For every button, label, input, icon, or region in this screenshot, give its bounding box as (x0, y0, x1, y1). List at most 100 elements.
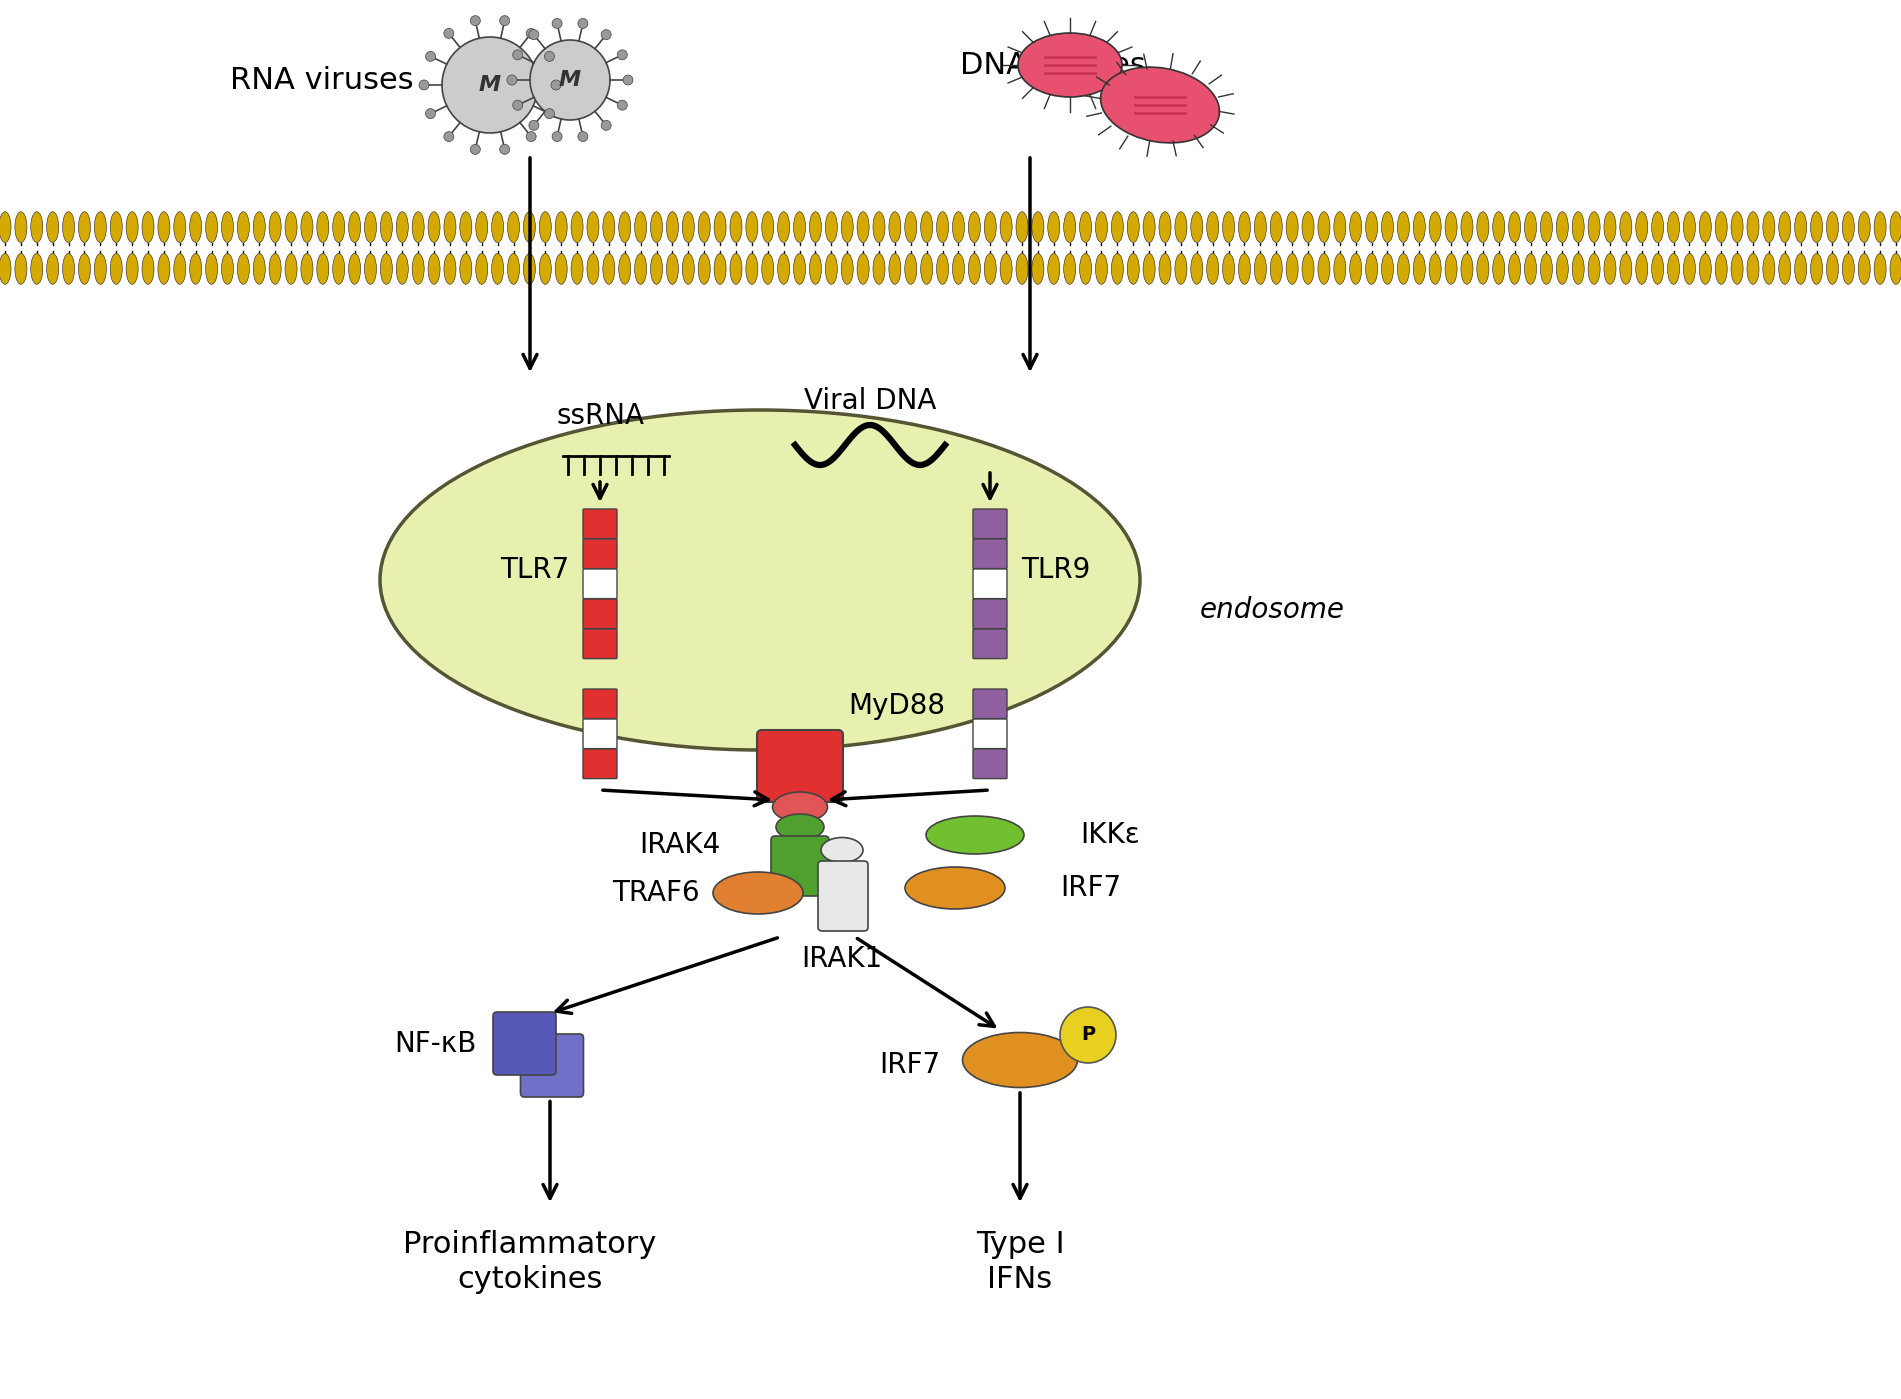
Ellipse shape (1509, 211, 1521, 242)
Ellipse shape (48, 253, 59, 284)
Ellipse shape (618, 211, 631, 242)
Ellipse shape (270, 253, 281, 284)
Circle shape (618, 101, 627, 111)
Circle shape (513, 101, 523, 111)
Ellipse shape (1462, 253, 1473, 284)
Ellipse shape (1175, 211, 1186, 242)
Ellipse shape (1810, 211, 1823, 242)
Ellipse shape (1699, 253, 1711, 284)
Circle shape (500, 15, 509, 25)
Ellipse shape (63, 253, 74, 284)
Text: IRF7: IRF7 (1061, 874, 1122, 902)
Circle shape (544, 109, 555, 119)
Text: Type I: Type I (975, 1230, 1065, 1259)
Ellipse shape (1317, 211, 1331, 242)
Ellipse shape (15, 253, 27, 284)
Circle shape (470, 144, 481, 154)
Ellipse shape (618, 253, 631, 284)
Text: RNA viruses: RNA viruses (230, 66, 414, 95)
Ellipse shape (30, 253, 44, 284)
Ellipse shape (445, 211, 456, 242)
Ellipse shape (968, 211, 981, 242)
Ellipse shape (1620, 253, 1631, 284)
Circle shape (601, 29, 610, 39)
Ellipse shape (1397, 253, 1409, 284)
Ellipse shape (300, 253, 314, 284)
Ellipse shape (793, 211, 806, 242)
Ellipse shape (1080, 253, 1091, 284)
Ellipse shape (1540, 253, 1553, 284)
Ellipse shape (253, 253, 266, 284)
Text: TLR9: TLR9 (1021, 555, 1091, 583)
Circle shape (551, 18, 563, 28)
Ellipse shape (1635, 211, 1648, 242)
Ellipse shape (1667, 253, 1680, 284)
Text: IRF7: IRF7 (878, 1051, 939, 1079)
Text: Proinflammatory: Proinflammatory (403, 1230, 656, 1259)
Ellipse shape (1015, 253, 1028, 284)
Circle shape (426, 109, 435, 119)
Text: P: P (1082, 1025, 1095, 1045)
Ellipse shape (78, 253, 91, 284)
Ellipse shape (840, 253, 854, 284)
Text: IKKε: IKKε (1080, 821, 1141, 849)
Ellipse shape (667, 211, 679, 242)
Ellipse shape (1412, 253, 1426, 284)
Ellipse shape (1874, 211, 1886, 242)
Ellipse shape (1302, 211, 1314, 242)
Ellipse shape (570, 211, 584, 242)
Text: M: M (559, 70, 582, 90)
Ellipse shape (873, 253, 886, 284)
Ellipse shape (762, 211, 774, 242)
Ellipse shape (1604, 253, 1616, 284)
Ellipse shape (1827, 211, 1838, 242)
Ellipse shape (937, 211, 949, 242)
Circle shape (443, 132, 454, 141)
Ellipse shape (905, 867, 1006, 909)
Circle shape (1061, 1007, 1116, 1063)
Ellipse shape (1112, 211, 1123, 242)
Ellipse shape (682, 253, 694, 284)
Ellipse shape (1065, 253, 1076, 284)
Ellipse shape (1684, 253, 1696, 284)
Ellipse shape (1287, 211, 1298, 242)
Ellipse shape (143, 211, 154, 242)
Ellipse shape (920, 253, 933, 284)
Ellipse shape (1462, 211, 1473, 242)
Ellipse shape (1222, 211, 1234, 242)
Ellipse shape (1175, 253, 1186, 284)
Ellipse shape (380, 211, 392, 242)
Ellipse shape (110, 253, 122, 284)
Ellipse shape (1604, 211, 1616, 242)
Ellipse shape (1732, 253, 1743, 284)
Ellipse shape (190, 253, 202, 284)
Ellipse shape (1779, 211, 1791, 242)
Ellipse shape (1572, 253, 1584, 284)
Ellipse shape (380, 410, 1141, 750)
Ellipse shape (985, 253, 996, 284)
Ellipse shape (1350, 253, 1361, 284)
Ellipse shape (985, 211, 996, 242)
FancyBboxPatch shape (973, 688, 1008, 719)
Ellipse shape (1699, 211, 1711, 242)
Ellipse shape (285, 211, 297, 242)
Ellipse shape (1080, 211, 1091, 242)
Ellipse shape (95, 211, 106, 242)
Ellipse shape (1762, 253, 1776, 284)
Ellipse shape (523, 253, 536, 284)
FancyBboxPatch shape (973, 719, 1008, 748)
Ellipse shape (1255, 211, 1266, 242)
Ellipse shape (63, 211, 74, 242)
Ellipse shape (365, 211, 376, 242)
Text: IRAK4: IRAK4 (639, 831, 720, 859)
Ellipse shape (1572, 211, 1584, 242)
Circle shape (551, 132, 563, 141)
Ellipse shape (1492, 253, 1506, 284)
Circle shape (528, 120, 538, 130)
Ellipse shape (810, 211, 821, 242)
Ellipse shape (1317, 253, 1331, 284)
Ellipse shape (1795, 211, 1806, 242)
Ellipse shape (221, 211, 234, 242)
Ellipse shape (772, 792, 827, 823)
Ellipse shape (962, 1032, 1078, 1087)
